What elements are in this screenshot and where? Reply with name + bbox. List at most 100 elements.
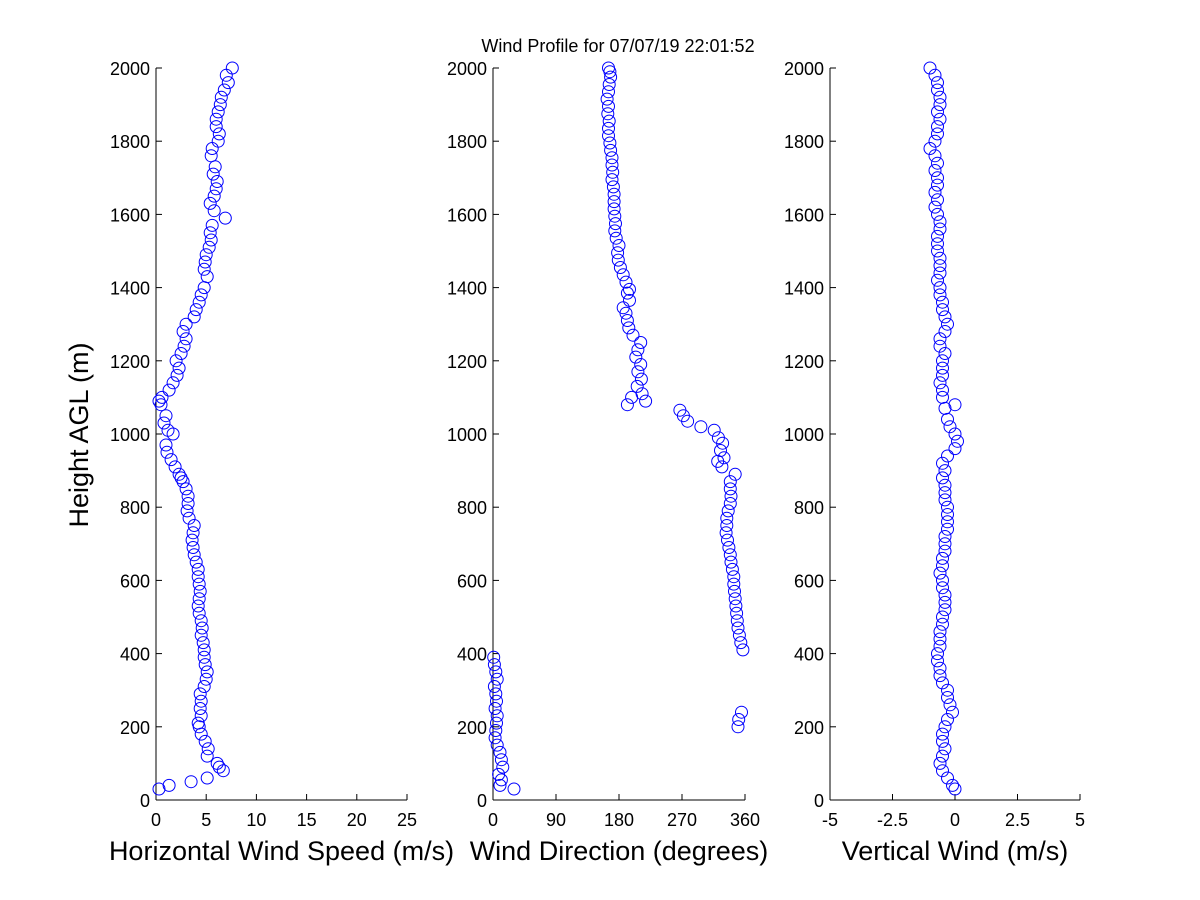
wind-direction-panel: 0 200 400 600 800 1000 1200 1400 1600 1800 2000 0 90…	[447, 59, 768, 866]
vertical-wind-data-point	[931, 156, 944, 170]
vertical-wind-data-point	[931, 105, 944, 119]
wind-direction-data-point	[721, 504, 735, 518]
vertical-wind-data-point	[941, 500, 954, 514]
vertical-wind-data-point	[938, 742, 952, 756]
vertical-wind-data-point	[928, 68, 942, 82]
horizontal-wind-speed-data-point	[198, 255, 212, 269]
horizontal-wind-speed-data-point	[152, 394, 166, 408]
vertical-wind-data-point	[933, 259, 947, 273]
vertical-wind-y-tick-label: 800	[794, 498, 824, 518]
wind-direction-data-point	[602, 114, 616, 128]
wind-direction-data-point	[736, 643, 750, 657]
horizontal-wind-speed-data-point	[209, 182, 223, 196]
horizontal-wind-speed-data-point	[174, 347, 188, 360]
horizontal-wind-speed-data-point	[186, 526, 200, 540]
wind-direction-data-point	[634, 372, 648, 386]
vertical-wind-data-point	[928, 164, 942, 177]
horizontal-wind-speed-data-point	[213, 98, 227, 112]
vertical-wind-data-point	[941, 771, 954, 785]
vertical-wind-data-point	[933, 281, 947, 295]
horizontal-wind-speed-data-point	[191, 716, 205, 730]
wind-direction-data-point	[600, 92, 614, 106]
wind-direction-data-point	[731, 720, 745, 734]
horizontal-wind-speed-data-point	[155, 390, 169, 404]
horizontal-wind-speed-data-point	[206, 167, 220, 181]
horizontal-wind-speed-data-point	[199, 672, 213, 686]
horizontal-wind-speed-data-point	[176, 325, 190, 338]
wind-direction-data-point	[488, 731, 502, 745]
horizontal-wind-speed-data-point	[160, 445, 174, 459]
vertical-wind-data-point	[948, 427, 962, 441]
wind-direction-data-point	[720, 511, 734, 525]
wind-direction-y-tick-label: 1200	[447, 352, 487, 372]
wind-direction-data-point	[603, 136, 617, 150]
vertical-wind-data-point	[943, 420, 957, 434]
wind-direction-data-point	[487, 680, 501, 693]
wind-direction-data-point	[605, 158, 619, 172]
vertical-wind-x-tick-label: 0	[950, 810, 960, 830]
wind-direction-x-tick-label: 180	[604, 810, 634, 830]
wind-direction-y-tick-label: 1800	[447, 132, 487, 152]
horizontal-wind-speed-data-point	[221, 76, 235, 90]
horizontal-wind-speed-data-point	[162, 778, 176, 792]
horizontal-wind-speed-data-point	[207, 189, 221, 203]
vertical-wind-data-point	[931, 193, 944, 207]
vertical-wind-data-point	[931, 171, 944, 185]
horizontal-wind-speed-data-point	[198, 734, 212, 748]
wind-direction-data-point	[602, 78, 616, 91]
horizontal-wind-speed-data-point	[172, 361, 186, 375]
vertical-wind-data-point	[941, 691, 954, 704]
wind-direction-data-point	[639, 394, 653, 408]
vertical-wind-y-tick-label: 1200	[784, 352, 824, 372]
horizontal-wind-speed-data-point	[192, 577, 206, 591]
horizontal-wind-speed-data-point	[174, 471, 188, 485]
vertical-wind-data-point	[936, 749, 949, 763]
vertical-wind-data-point	[938, 588, 952, 602]
vertical-wind-data-point	[938, 595, 952, 609]
vertical-wind-data-point	[936, 303, 949, 317]
horizontal-wind-speed-y-tick-label: 1000	[110, 425, 150, 445]
horizontal-wind-speed-data-point	[200, 771, 214, 785]
vertical-wind-data-point	[946, 705, 959, 719]
horizontal-wind-speed-data-point	[225, 61, 239, 75]
wind-direction-data-point	[714, 444, 727, 457]
wind-direction-data-point	[490, 694, 503, 708]
wind-direction-data-point	[635, 387, 649, 401]
horizontal-wind-speed-data-point	[209, 120, 223, 134]
wind-direction-data-point	[494, 753, 508, 767]
vertical-wind-data-point	[941, 412, 954, 426]
horizontal-wind-speed-data-point	[207, 204, 221, 218]
wind-direction-data-point	[620, 398, 634, 412]
horizontal-wind-speed-data-point	[154, 398, 168, 412]
vertical-wind-data-point	[931, 244, 944, 258]
vertical-wind-data-point	[928, 200, 942, 214]
horizontal-wind-speed-data-point	[200, 665, 214, 679]
vertical-wind-data-point	[936, 390, 949, 404]
horizontal-wind-speed-data-point	[179, 332, 193, 346]
vertical-wind-data-point	[933, 661, 947, 675]
vertical-wind-data-point	[936, 617, 949, 631]
wind-direction-data-point	[731, 621, 745, 635]
vertical-wind-data-point	[931, 273, 944, 287]
horizontal-wind-speed-data-point	[197, 281, 211, 295]
horizontal-wind-speed-data-point	[172, 467, 186, 481]
horizontal-wind-speed-data-point	[214, 90, 228, 104]
horizontal-wind-speed-data-point	[192, 295, 206, 309]
wind-direction-data-point	[490, 709, 504, 723]
horizontal-wind-speed-data-point	[193, 584, 207, 598]
wind-direction-data-point	[619, 275, 633, 289]
vertical-wind-data-point	[936, 610, 949, 624]
vertical-wind-data-point	[938, 493, 952, 507]
horizontal-wind-speed-y-tick-label: 2000	[110, 59, 150, 79]
horizontal-wind-speed-data-point	[217, 83, 231, 97]
wind-direction-data-point	[719, 526, 733, 540]
horizontal-wind-speed-data-point	[219, 68, 233, 82]
horizontal-wind-speed-data-point	[194, 614, 208, 628]
wind-direction-y-tick-label: 800	[457, 498, 487, 518]
wind-direction-data-point	[490, 738, 504, 752]
horizontal-wind-speed-data-point	[189, 303, 203, 317]
vertical-wind-data-point	[936, 727, 949, 741]
wind-direction-data-point	[727, 577, 741, 591]
horizontal-wind-speed-data-point	[193, 687, 207, 701]
horizontal-wind-speed-data-point	[177, 339, 191, 353]
